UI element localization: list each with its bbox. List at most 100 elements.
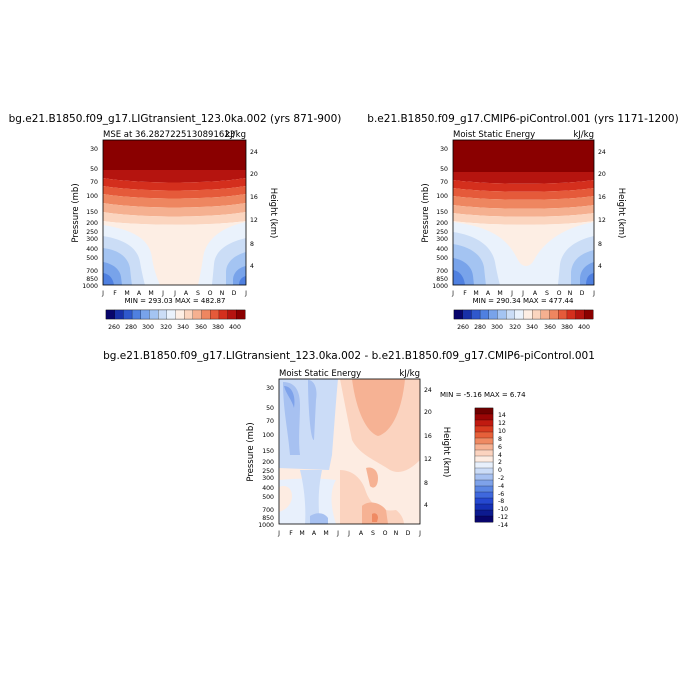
panel-3-cb-label: 4 — [498, 452, 502, 459]
panel-2-colorbar: 260 280 300 320 340 360 380 400 — [453, 309, 594, 331]
panel-1-ytick: 30 — [90, 146, 98, 153]
panel-2-colorbar-cell — [488, 309, 498, 320]
panel-2-xtick: M — [497, 290, 502, 297]
panel-2-colorbar-cell — [584, 309, 594, 320]
panel-1-colorbar-cell — [210, 309, 220, 320]
panel-1-xtick: J — [244, 290, 247, 297]
panel-3-ytick: 400 — [262, 485, 274, 492]
panel-1-colorbar-cell — [227, 309, 237, 320]
panel-1-title: bg.e21.B1850.f09_g17.LIGtransient_123.0k… — [9, 113, 342, 125]
panel-3-ytick: 1000 — [258, 522, 274, 529]
panel-3-ytick: 50 — [266, 405, 274, 412]
panel-2-layer-upper-3 — [453, 188, 594, 200]
panel-3-xtick: J — [277, 530, 280, 537]
panel-2-colorbar-cell — [471, 309, 481, 320]
panel-1-xtick: M — [148, 290, 153, 297]
panel-1-cb-label: 340 — [177, 324, 189, 331]
panel-1-colorbar-cell — [236, 309, 246, 320]
panel-3-region-pos-2 — [352, 379, 405, 436]
panel-3-region-pos-3 — [340, 470, 404, 524]
panel-2-cb-label: 360 — [544, 324, 556, 331]
panel-1-cb-label: 380 — [212, 324, 224, 331]
panel-3-colorbar-cell — [474, 455, 494, 463]
panel-1-sublabel-left: MSE at 36.2827225130891623 — [103, 130, 235, 140]
panel-3-ytick-right: 16 — [424, 433, 432, 440]
panel-3: bg.e21.B1850.f09_g17.LIGtransient_123.0k… — [103, 350, 595, 537]
panel-3-colorbar-cell — [474, 473, 494, 481]
panel-1-ytick: 70 — [90, 179, 98, 186]
panel-2-ytick-right: 12 — [598, 217, 606, 224]
panel-3-xtick: J — [418, 530, 421, 537]
panel-1-xtick: F — [113, 290, 117, 297]
panel-3-xtick: A — [359, 530, 364, 537]
panel-3-xtick: N — [394, 530, 399, 537]
panel-2-ylabel: Pressure (mb) — [421, 183, 431, 242]
panel-1-layer-upper-1 — [103, 170, 246, 183]
panel-1-ylabel: Pressure (mb) — [71, 183, 81, 242]
panel-3-ytick: 700 — [262, 507, 274, 514]
panel-2-layer-upper-5 — [453, 205, 594, 217]
panel-2-colorbar-cell — [479, 309, 490, 320]
panel-2-ytick-right: 20 — [598, 171, 606, 178]
panel-1-ylabel-right: Height (km) — [268, 188, 278, 239]
panel-1-colorbar-cell — [166, 309, 176, 320]
panel-2-xtick: M — [473, 290, 478, 297]
panel-1-colorbar-cell — [158, 309, 168, 320]
panel-3-colorbar-cell — [474, 431, 494, 439]
panel-2-blob-blue-4 — [453, 270, 465, 285]
panel-2-ytick-right: 16 — [598, 194, 606, 201]
panel-3-cb-label: 8 — [498, 436, 502, 443]
panel-1-ytick: 850 — [86, 276, 98, 283]
panel-1-colorbar-cell — [218, 309, 229, 320]
panel-1-minmax: MIN = 293.03 MAX = 482.87 — [125, 297, 226, 305]
panel-1-xtick: D — [232, 290, 237, 297]
panel-1-xtick: A — [137, 290, 142, 297]
panel-2-layer-upper-4 — [453, 196, 594, 209]
panel-1-colorbar-cell — [201, 309, 211, 320]
panel-2-xtick: F — [463, 290, 467, 297]
panel-2-cb-label: 320 — [509, 324, 521, 331]
panel-2-layer-upper-1 — [453, 172, 594, 184]
panel-2-layer-upper-2 — [453, 180, 594, 192]
panel-3-region-neg-strip — [300, 470, 322, 524]
panel-3-colorbar-cell — [474, 479, 494, 487]
panel-3-colorbar-cell — [474, 467, 494, 475]
panel-3-colorbar-cell — [474, 485, 494, 493]
panel-1-xtick: N — [220, 290, 225, 297]
panel-1-plot-frame — [102, 139, 247, 286]
panel-1: bg.e21.B1850.f09_g17.LIGtransient_123.0k… — [9, 113, 342, 331]
panel-3-ytick: 500 — [262, 494, 274, 501]
panel-2-sublabel-left: Moist Static Energy — [453, 130, 535, 140]
panel-3-cb-label: 0 — [498, 467, 502, 474]
panel-1-sublabel-right: kJ/kg — [225, 130, 246, 140]
panel-2: b.e21.B1850.f09_g17.CMIP6-piControl.001 … — [367, 113, 678, 331]
panel-1-x-axis: J F M A M J J A S O N D J — [101, 290, 247, 297]
panel-3-ytick-right: 12 — [424, 456, 432, 463]
panel-1-colorbar-cell — [140, 309, 150, 320]
panel-3-xtick: J — [336, 530, 339, 537]
panel-1-xtick: M — [124, 290, 129, 297]
panel-3-left-axis: 30 50 70 100 150 200 250 300 400 500 700… — [246, 385, 274, 529]
panel-1-cb-label: 300 — [142, 324, 154, 331]
panel-3-cb-label: 14 — [498, 412, 506, 419]
panel-3-colorbar-cell — [474, 497, 494, 505]
panel-3-ytick-right: 4 — [424, 502, 428, 509]
panel-2-colorbar-cell — [575, 309, 585, 320]
panel-1-ytick: 700 — [86, 268, 98, 275]
panel-3-cb-label: -14 — [498, 522, 508, 529]
panel-3-region-neg-bottom — [310, 513, 328, 524]
panel-1-ytick: 250 — [86, 229, 98, 236]
panel-1-xtick: J — [173, 290, 176, 297]
panel-2-ytick: 1000 — [432, 283, 448, 290]
panel-1-colorbar-cell — [131, 309, 142, 320]
panel-2-ytick: 100 — [436, 193, 448, 200]
panel-2-cb-label: 340 — [526, 324, 538, 331]
panel-3-region-neg-deep — [284, 386, 295, 408]
panel-3-ytick: 70 — [266, 418, 274, 425]
panel-1-left-axis: 30 50 70 100 150 200 250 300 400 500 700… — [71, 146, 98, 290]
panel-2-colorbar-cell — [566, 309, 577, 320]
panel-3-region-pos-5 — [362, 502, 388, 524]
panel-3-ytick-right: 20 — [424, 409, 432, 416]
panel-1-layer-upper-6 — [103, 212, 246, 225]
